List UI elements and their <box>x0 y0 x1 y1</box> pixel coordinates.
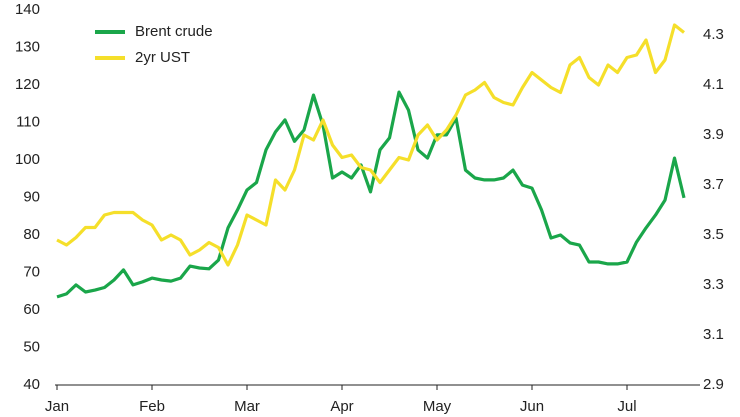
y2-tick-label: 3.7 <box>703 176 724 193</box>
series-line <box>56 23 685 267</box>
y-tick-label: 40 <box>23 376 40 393</box>
x-tick-label: Feb <box>139 398 165 415</box>
y2-tick-label: 3.3 <box>703 276 724 293</box>
y-tick-label: 130 <box>15 38 40 55</box>
y-tick-label: 70 <box>23 263 40 280</box>
y-tick-label: 90 <box>23 188 40 205</box>
legend-label: Brent crude <box>135 23 213 40</box>
x-tick-label: Apr <box>330 398 353 415</box>
series-line <box>56 90 686 299</box>
y-tick-label: 80 <box>23 226 40 243</box>
x-tick-label: Jun <box>520 398 544 415</box>
x-tick-label: Jan <box>45 398 69 415</box>
x-tick-label: May <box>423 398 452 415</box>
y-tick-label: 100 <box>15 151 40 168</box>
y2-tick-label: 3.1 <box>703 326 724 343</box>
y2-tick-label: 4.3 <box>703 26 724 43</box>
x-tick-label: Jul <box>617 398 636 415</box>
y-tick-label: 60 <box>23 301 40 318</box>
y2-tick-label: 3.9 <box>703 126 724 143</box>
legend-label: 2yr UST <box>135 49 190 66</box>
y-tick-label: 120 <box>15 76 40 93</box>
x-tick-label: Mar <box>234 398 260 415</box>
y2-tick-label: 2.9 <box>703 376 724 393</box>
y2-tick-label: 3.5 <box>703 226 724 243</box>
y-tick-label: 110 <box>16 113 40 130</box>
y-tick-label: 140 <box>15 1 40 18</box>
y-tick-label: 50 <box>23 338 40 355</box>
y2-tick-label: 4.1 <box>703 76 724 93</box>
